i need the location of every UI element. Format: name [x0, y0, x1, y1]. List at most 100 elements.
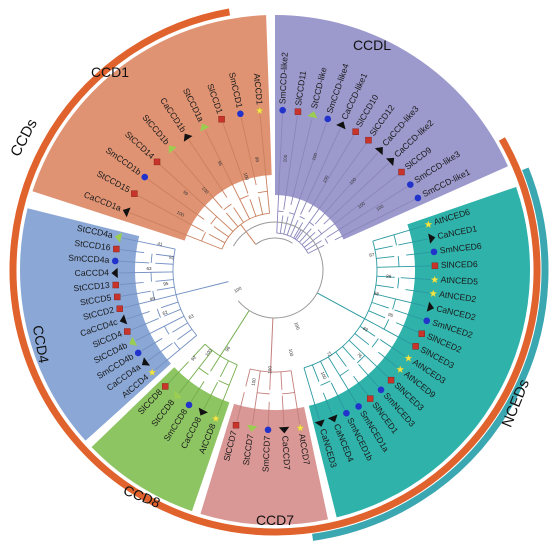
internal-branch: [335, 351, 347, 367]
tip-branch: [137, 195, 205, 232]
bootstrap-value: 51: [169, 255, 175, 261]
clade-stem: [270, 317, 274, 372]
species-marker: [336, 121, 346, 130]
clade-arc: [303, 240, 378, 369]
tip-branch: [281, 395, 285, 426]
species-marker: [386, 157, 395, 167]
tip-branch: [398, 238, 428, 246]
tip-branch: [222, 122, 249, 194]
tip-branch: [406, 251, 431, 256]
tip-branch: [326, 186, 408, 238]
internal-branch: [397, 277, 400, 289]
tip-branch: [147, 179, 205, 220]
species-marker: [185, 401, 193, 409]
internal-branch: [277, 210, 284, 213]
internal-branch: [320, 380, 331, 386]
tip-branch: [120, 249, 145, 254]
internal-branch: [309, 221, 315, 226]
internal-branch: [376, 255, 395, 259]
species-marker: [211, 414, 220, 423]
root-arc: [232, 221, 324, 319]
bootstrap-value: 95: [163, 281, 169, 287]
bootstrap-value: 100: [288, 348, 294, 357]
internal-branch: [276, 215, 279, 234]
internal-branch: [201, 232, 206, 242]
internal-branch: [177, 328, 193, 341]
leaf-label: AtCCD1: [252, 73, 265, 106]
bootstrap-value: 83: [362, 326, 369, 333]
ring-nceds: [312, 167, 549, 541]
bootstrap-value: 100: [201, 186, 210, 195]
species-marker: [424, 220, 433, 228]
bootstrap-value: 100: [320, 371, 328, 380]
species-marker: [119, 314, 128, 325]
internal-branch: [280, 371, 283, 390]
tip-branch: [300, 128, 341, 215]
species-marker: [418, 330, 425, 337]
bootstrap-value: 100: [176, 210, 186, 218]
species-marker: [218, 115, 225, 123]
tip-branch: [135, 323, 169, 342]
species-marker: [113, 245, 120, 253]
tip-branch: [126, 311, 150, 320]
bootstrap-value: 95: [217, 160, 224, 167]
internal-branch: [172, 322, 189, 333]
leaf-label: AtCCD7: [297, 433, 312, 466]
tip-branch: [203, 381, 219, 410]
leaf-label: SmNCED6: [439, 241, 482, 256]
internal-branch: [375, 284, 394, 289]
internal-branch: [306, 240, 322, 251]
internal-branch: [320, 361, 329, 378]
tip-branch: [283, 115, 298, 210]
tip-branch: [353, 375, 369, 396]
bootstrap-value: 99: [254, 156, 260, 162]
species-marker: [307, 111, 318, 119]
ring-ccds: [9, 8, 541, 536]
internal-branch: [155, 262, 174, 265]
bootstrap-values: 100 99 100 95 100 99 100 100 100 100 100 100 87 86 98 9…: [146, 152, 394, 386]
internal-branch: [392, 298, 397, 310]
leaf-label: StCCD16: [74, 238, 112, 253]
bootstrap-value: 100: [251, 377, 257, 386]
species-marker: [396, 365, 405, 374]
internal-branch: [200, 350, 213, 365]
leaf-label: CaCCD7: [280, 435, 292, 470]
internal-branch: [164, 325, 170, 335]
species-marker: [355, 403, 362, 410]
tip-branch: [378, 351, 398, 368]
root-arc: [255, 237, 293, 245]
bootstrap-value: 100: [311, 152, 318, 161]
bootstrap-value: 95: [387, 312, 394, 319]
internal-branch: [359, 325, 376, 337]
bootstrap-value: 100: [204, 348, 213, 357]
species-marker: [183, 133, 193, 142]
internal-branch: [150, 253, 153, 264]
clade-label-ccd7: CCD7: [256, 512, 294, 528]
internal-branch: [155, 279, 174, 282]
group-rings: [9, 8, 549, 541]
tip-branch: [337, 372, 357, 404]
bootstrap-value: 100: [322, 174, 330, 184]
bootstrap-value: 41: [157, 241, 163, 247]
internal-branch: [303, 235, 319, 248]
species-marker: [430, 275, 439, 284]
bootstrap-value: 100: [375, 203, 385, 211]
species-marker: [430, 248, 438, 256]
species-marker: [134, 349, 142, 357]
tip-branch: [323, 162, 389, 225]
tip-branch: [318, 174, 399, 237]
species-marker: [114, 293, 121, 301]
internal-branch: [150, 272, 152, 282]
internal-branch: [307, 244, 325, 254]
species-marker: [365, 136, 372, 144]
tip-branch: [379, 339, 406, 357]
clade-sector-nced: [308, 186, 530, 518]
clade-sector-ccdl: [275, 15, 508, 240]
species-marker: [296, 423, 305, 432]
internal-branch: [241, 202, 250, 220]
internal-branch: [160, 301, 179, 309]
internal-branch: [339, 369, 350, 377]
internal-branch: [342, 346, 355, 361]
tip-branch: [389, 225, 425, 237]
